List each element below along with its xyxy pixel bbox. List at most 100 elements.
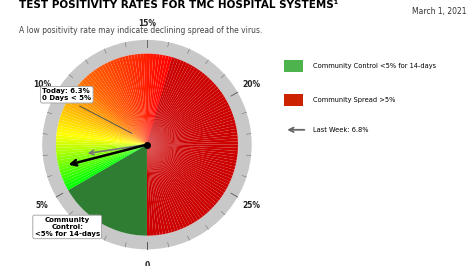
Wedge shape xyxy=(101,64,147,145)
Wedge shape xyxy=(147,142,238,145)
Text: 0: 0 xyxy=(144,261,150,266)
Wedge shape xyxy=(93,69,147,145)
Wedge shape xyxy=(59,145,147,170)
Wedge shape xyxy=(147,145,201,220)
Wedge shape xyxy=(147,63,190,145)
Wedge shape xyxy=(64,105,147,145)
Wedge shape xyxy=(147,55,166,145)
Wedge shape xyxy=(147,145,192,225)
Wedge shape xyxy=(147,145,198,222)
Text: 20%: 20% xyxy=(243,80,261,89)
Text: 25%: 25% xyxy=(243,201,261,210)
Wedge shape xyxy=(147,145,238,148)
Wedge shape xyxy=(147,66,195,145)
Wedge shape xyxy=(147,145,237,157)
Wedge shape xyxy=(147,71,203,145)
Wedge shape xyxy=(147,145,212,210)
Wedge shape xyxy=(147,145,232,179)
Wedge shape xyxy=(42,40,252,250)
Wedge shape xyxy=(147,132,237,145)
Wedge shape xyxy=(66,145,147,190)
Wedge shape xyxy=(113,59,147,145)
Text: TEST POSITIVITY RATES FOR TMC HOSPITAL SYSTEMS¹: TEST POSITIVITY RATES FOR TMC HOSPITAL S… xyxy=(19,0,338,10)
Wedge shape xyxy=(68,96,147,145)
Wedge shape xyxy=(147,145,235,170)
Wedge shape xyxy=(147,96,226,145)
Wedge shape xyxy=(56,142,147,145)
Wedge shape xyxy=(147,145,228,190)
Wedge shape xyxy=(147,58,178,145)
Wedge shape xyxy=(84,77,147,145)
Wedge shape xyxy=(147,54,153,145)
Wedge shape xyxy=(99,66,147,145)
Wedge shape xyxy=(147,145,237,164)
Wedge shape xyxy=(137,54,147,145)
Wedge shape xyxy=(141,54,147,145)
Wedge shape xyxy=(147,145,229,187)
Wedge shape xyxy=(57,145,147,164)
Wedge shape xyxy=(147,84,217,145)
Wedge shape xyxy=(147,145,217,206)
Wedge shape xyxy=(128,55,147,145)
Wedge shape xyxy=(125,56,147,145)
Wedge shape xyxy=(147,57,175,145)
Wedge shape xyxy=(56,145,147,148)
Wedge shape xyxy=(147,145,205,216)
Wedge shape xyxy=(147,145,234,176)
Wedge shape xyxy=(147,145,215,208)
Wedge shape xyxy=(57,129,147,145)
Wedge shape xyxy=(147,79,212,145)
Wedge shape xyxy=(119,57,147,145)
Wedge shape xyxy=(147,114,234,145)
Wedge shape xyxy=(147,117,235,145)
Wedge shape xyxy=(147,145,208,214)
Wedge shape xyxy=(147,102,229,145)
Wedge shape xyxy=(147,145,236,167)
Wedge shape xyxy=(56,145,147,151)
Wedge shape xyxy=(147,145,235,173)
Wedge shape xyxy=(147,59,181,145)
Wedge shape xyxy=(144,54,147,145)
Wedge shape xyxy=(147,145,153,236)
Wedge shape xyxy=(147,86,219,145)
Wedge shape xyxy=(147,145,156,235)
Wedge shape xyxy=(147,55,163,145)
Wedge shape xyxy=(147,105,230,145)
Wedge shape xyxy=(59,117,147,145)
Wedge shape xyxy=(147,145,181,230)
Wedge shape xyxy=(66,99,147,145)
Bar xyxy=(284,60,303,72)
Wedge shape xyxy=(147,145,172,233)
Wedge shape xyxy=(147,108,231,145)
Wedge shape xyxy=(147,145,160,235)
Wedge shape xyxy=(86,75,147,145)
Bar xyxy=(284,94,303,106)
Wedge shape xyxy=(147,145,187,228)
Wedge shape xyxy=(82,79,147,145)
Wedge shape xyxy=(104,63,147,145)
Wedge shape xyxy=(57,145,147,160)
Wedge shape xyxy=(147,89,220,145)
Text: Last Week: 6.8%: Last Week: 6.8% xyxy=(313,127,368,133)
Wedge shape xyxy=(147,94,224,145)
Wedge shape xyxy=(60,114,147,145)
Wedge shape xyxy=(147,145,210,212)
Wedge shape xyxy=(147,145,150,236)
Text: 10%: 10% xyxy=(33,80,51,89)
Wedge shape xyxy=(134,54,147,145)
Wedge shape xyxy=(147,61,187,145)
Wedge shape xyxy=(147,145,163,235)
Text: 5%: 5% xyxy=(36,201,48,210)
Text: Community
Control:
<5% for 14-days: Community Control: <5% for 14-days xyxy=(35,217,100,237)
Wedge shape xyxy=(96,68,147,145)
Wedge shape xyxy=(147,145,238,151)
Wedge shape xyxy=(56,132,147,145)
Wedge shape xyxy=(147,145,169,234)
Wedge shape xyxy=(147,54,156,145)
Text: March 1, 2021: March 1, 2021 xyxy=(412,7,467,16)
Wedge shape xyxy=(56,145,147,154)
Wedge shape xyxy=(62,145,147,179)
Wedge shape xyxy=(147,126,237,145)
Wedge shape xyxy=(147,68,198,145)
Wedge shape xyxy=(89,73,147,145)
